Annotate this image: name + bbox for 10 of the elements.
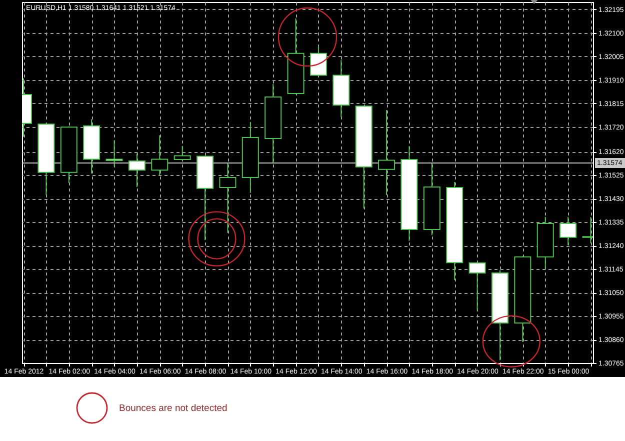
- candlestick: [560, 216, 577, 246]
- candlestick: [128, 153, 146, 188]
- text: Bounces are not detected: [119, 402, 228, 414]
- candlestick: [378, 110, 396, 196]
- candlestick: [151, 134, 168, 176]
- candlestick: [310, 46, 327, 76]
- candlestick: [106, 140, 123, 167]
- candlestick: [219, 162, 236, 234]
- candlestick: [468, 262, 486, 311]
- candlestick: [174, 145, 191, 161]
